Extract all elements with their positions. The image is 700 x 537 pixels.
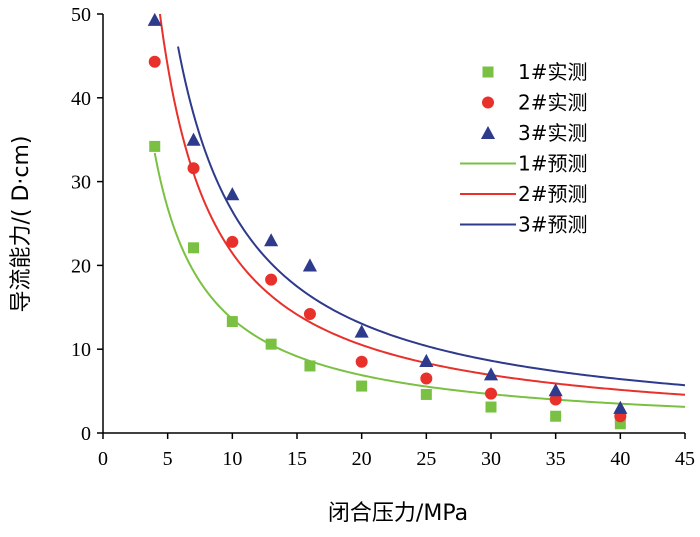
data-point-series-1	[149, 140, 161, 152]
data-point-series-1	[304, 360, 316, 372]
axes: 0 5 10 15 20 25 30 35 40 45 0 10 20 30 40 50	[71, 4, 695, 470]
data-point-series-2	[303, 308, 316, 321]
data-point-series-2	[355, 355, 368, 368]
legend-marker-3	[480, 125, 496, 140]
data-point-series-3	[354, 324, 369, 338]
legend-label-5: 2#预测	[518, 182, 587, 206]
x-tick-label: 10	[222, 448, 242, 470]
data-point-series-3	[419, 353, 434, 367]
y-tick-label: 10	[71, 339, 91, 361]
data-point-series-1	[550, 410, 562, 422]
legend-label-3: 3#实测	[518, 121, 587, 145]
y-tick-label: 40	[71, 88, 91, 110]
x-tick-label: 25	[416, 448, 436, 470]
y-tick-label: 20	[71, 255, 91, 277]
data-point-series-3	[548, 383, 563, 397]
legend-label-2: 2#实测	[518, 91, 587, 115]
data-point-series-2	[485, 387, 497, 400]
y-tick-label: 30	[71, 172, 91, 194]
x-tick-label: 15	[287, 448, 307, 470]
data-point-series-2	[549, 393, 562, 406]
y-tick-label: 0	[81, 423, 91, 445]
data-point-series-1	[356, 380, 368, 392]
data-point-series-1	[614, 418, 626, 430]
prediction-curve-2	[158, 14, 685, 396]
x-tick-label: 30	[481, 448, 501, 470]
data-point-series-1	[188, 242, 200, 254]
legend-label-4: 1#预测	[518, 152, 587, 176]
data-point-series-3	[147, 12, 162, 26]
data-point-series-1	[485, 401, 497, 413]
x-axis-title: 闭合压力/MPa	[328, 501, 468, 526]
data-point-series-1	[226, 316, 238, 328]
y-tick-label: 50	[71, 4, 91, 26]
x-tick-label: 35	[546, 448, 566, 470]
legend-marker-1	[482, 66, 494, 78]
data-point-series-2	[420, 372, 433, 385]
x-tick-label: 0	[98, 448, 108, 470]
data-point-series-3	[186, 132, 201, 146]
prediction-curve-3	[177, 46, 685, 387]
data-point-series-3	[483, 367, 499, 381]
prediction-curves	[153, 14, 685, 408]
legend-marker-2	[482, 96, 494, 109]
x-tick-label: 5	[163, 448, 173, 470]
data-point-series-2	[187, 162, 200, 175]
data-point-series-3	[264, 233, 279, 247]
data-point-series-2	[265, 273, 278, 286]
prediction-curve-1	[153, 152, 685, 408]
data-point-series-3	[302, 258, 317, 272]
x-tick-label: 45	[675, 448, 695, 470]
x-tick-label: 20	[352, 448, 372, 470]
x-tick-label: 40	[610, 448, 630, 470]
data-point-series-3	[613, 400, 628, 414]
legend: 1#实测 2#实测 3#实测 1#预测 2#预测 3#预测	[460, 60, 587, 237]
data-point-series-1	[265, 338, 277, 350]
data-point-series-2	[226, 235, 239, 248]
data-point-series-3	[225, 187, 240, 201]
y-axis-title: 导流能力/( D·cm)	[9, 135, 34, 312]
data-point-series-1	[420, 388, 432, 400]
data-point-series-2	[148, 55, 161, 68]
measured-points	[147, 12, 628, 430]
legend-label-6: 3#预测	[518, 213, 587, 237]
legend-label-1: 1#实测	[518, 60, 587, 84]
